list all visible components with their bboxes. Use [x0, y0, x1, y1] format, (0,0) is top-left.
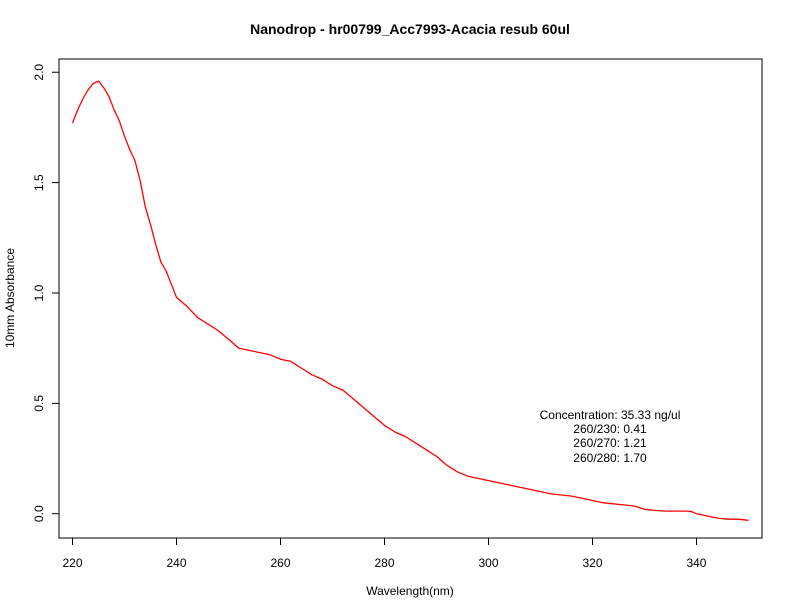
ratio-260-230-text: 260/230: 0.41 [573, 422, 647, 436]
measurement-annotation: Concentration: 35.33 ng/ul 260/230: 0.41… [540, 408, 681, 465]
y-tick-label: 1.5 [32, 174, 46, 191]
absorbance-curve [71, 80, 749, 521]
y-tick-label: 0.5 [32, 395, 46, 412]
x-tick-label: 240 [166, 556, 186, 570]
y-axis-label: 10mm Absorbance [3, 248, 17, 348]
x-tick-label: 300 [478, 556, 498, 570]
y-tick-label: 2.0 [32, 64, 46, 81]
x-tick-label: 340 [686, 556, 706, 570]
x-axis-label: Wavelength(nm) [366, 584, 454, 598]
y-tick-label: 1.0 [32, 284, 46, 301]
x-axis: 220 240 260 280 300 320 340 [63, 538, 707, 570]
chart-title: Nanodrop - hr00799_Acc7993-Acacia resub … [250, 21, 570, 37]
y-tick-label: 0.0 [32, 505, 46, 522]
concentration-text: Concentration: 35.33 ng/ul [540, 408, 681, 422]
plot-frame [58, 58, 763, 539]
ratio-260-270-text: 260/270: 1.21 [573, 436, 647, 450]
x-tick-label: 280 [374, 556, 394, 570]
x-tick-label: 320 [582, 556, 602, 570]
x-tick-label: 220 [63, 556, 83, 570]
ratio-260-280-text: 260/280: 1.70 [573, 451, 647, 465]
x-tick-label: 260 [270, 556, 290, 570]
y-axis: 0.0 0.5 1.0 1.5 2.0 [32, 64, 59, 522]
